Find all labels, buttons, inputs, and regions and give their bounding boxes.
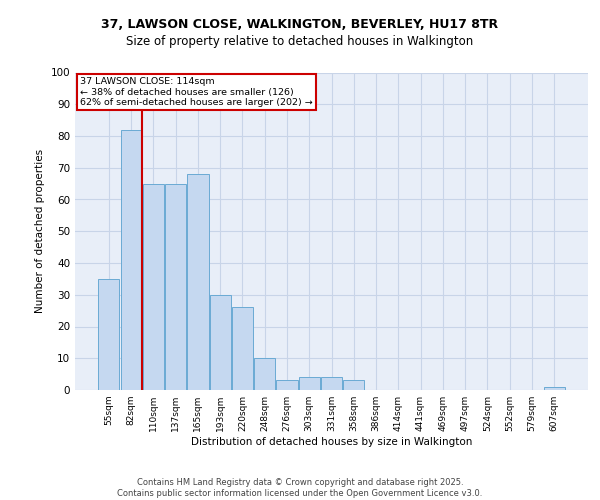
Bar: [343, 380, 364, 390]
Bar: [209, 294, 231, 390]
Text: 37 LAWSON CLOSE: 114sqm
← 38% of detached houses are smaller (126)
62% of semi-d: 37 LAWSON CLOSE: 114sqm ← 38% of detache…: [80, 78, 313, 107]
Bar: [254, 358, 275, 390]
Bar: [232, 308, 253, 390]
Text: Size of property relative to detached houses in Walkington: Size of property relative to detached ho…: [127, 35, 473, 48]
Bar: [187, 174, 209, 390]
Bar: [544, 387, 565, 390]
X-axis label: Distribution of detached houses by size in Walkington: Distribution of detached houses by size …: [191, 437, 472, 447]
Bar: [277, 380, 298, 390]
Y-axis label: Number of detached properties: Number of detached properties: [35, 149, 45, 314]
Bar: [121, 130, 142, 390]
Bar: [299, 378, 320, 390]
Bar: [321, 378, 342, 390]
Text: Contains HM Land Registry data © Crown copyright and database right 2025.
Contai: Contains HM Land Registry data © Crown c…: [118, 478, 482, 498]
Bar: [165, 184, 186, 390]
Bar: [98, 279, 119, 390]
Text: 37, LAWSON CLOSE, WALKINGTON, BEVERLEY, HU17 8TR: 37, LAWSON CLOSE, WALKINGTON, BEVERLEY, …: [101, 18, 499, 30]
Bar: [143, 184, 164, 390]
